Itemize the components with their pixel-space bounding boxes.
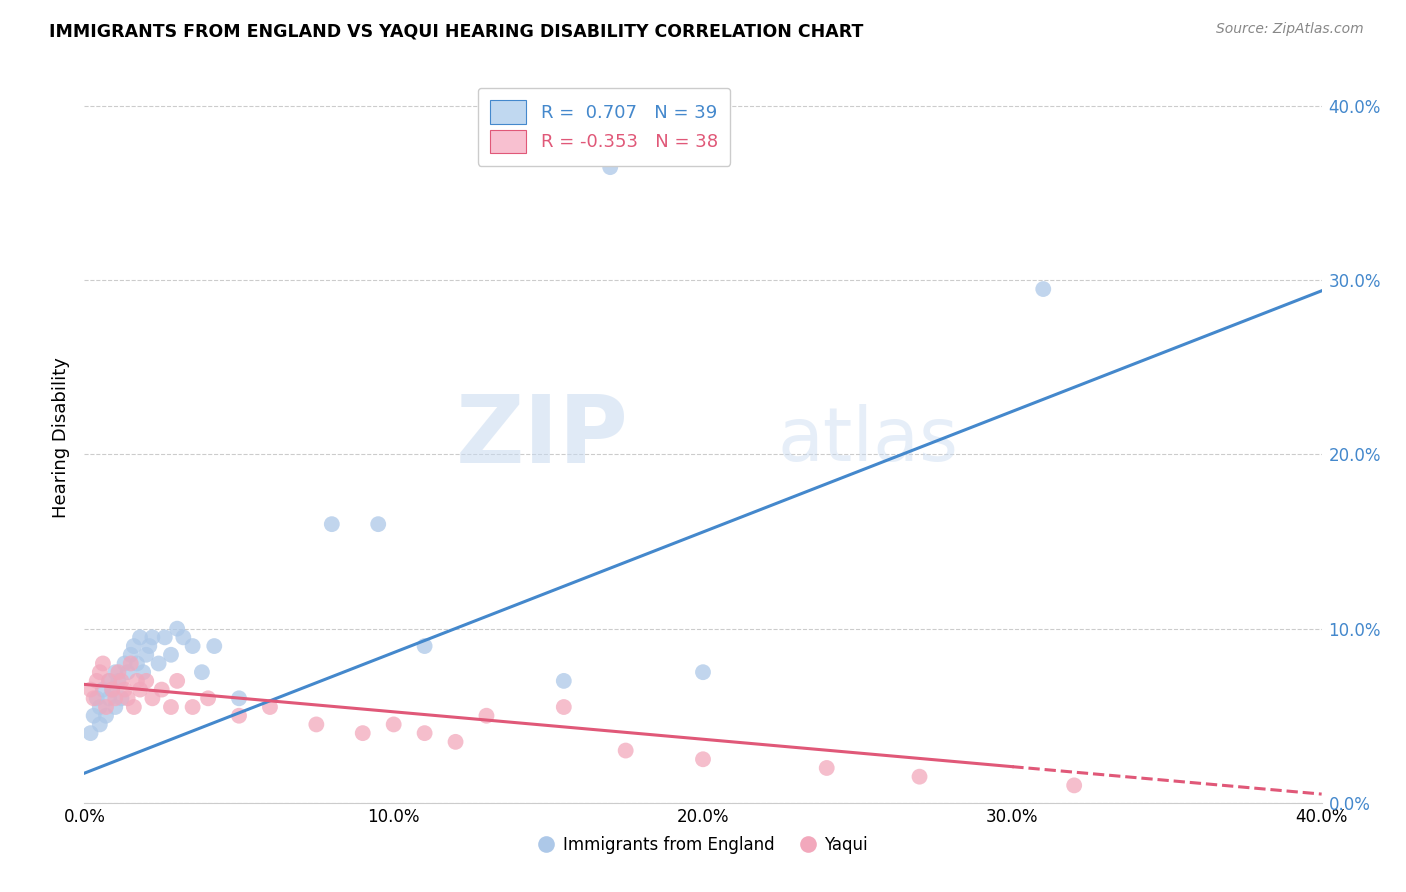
Point [1063, 778, 1085, 792]
Point [101, 682, 124, 697]
Point [91, 682, 114, 697]
Point [599, 160, 621, 174]
Point [553, 700, 575, 714]
Point [321, 517, 343, 532]
Point [815, 761, 838, 775]
Point [98, 673, 121, 688]
Point [367, 517, 389, 532]
Point [614, 743, 637, 757]
Text: IMMIGRANTS FROM ENGLAND VS YAQUI HEARING DISABILITY CORRELATION CHART: IMMIGRANTS FROM ENGLAND VS YAQUI HEARING… [49, 22, 863, 40]
Point [94, 700, 117, 714]
Point [413, 639, 436, 653]
Point [94, 708, 117, 723]
Text: ZIP: ZIP [456, 391, 628, 483]
Point [110, 673, 132, 688]
Point [83, 691, 105, 706]
Point [908, 770, 931, 784]
Point [135, 673, 157, 688]
Point [259, 700, 281, 714]
Point [141, 691, 163, 706]
Point [181, 639, 204, 653]
Point [202, 639, 225, 653]
Point [172, 631, 194, 645]
Point [117, 665, 139, 680]
Point [86, 673, 108, 688]
Point [117, 691, 139, 706]
Point [98, 673, 121, 688]
Point [413, 726, 436, 740]
Point [79, 726, 101, 740]
Point [122, 639, 145, 653]
Point [228, 708, 250, 723]
Point [352, 726, 374, 740]
Point [382, 717, 405, 731]
Point [228, 691, 250, 706]
Point [166, 622, 188, 636]
Point [120, 657, 142, 671]
Point [1032, 282, 1054, 296]
Point [135, 648, 157, 662]
Point [475, 708, 498, 723]
Point [107, 665, 129, 680]
Point [305, 717, 328, 731]
Point [138, 639, 160, 653]
Point [104, 700, 127, 714]
Point [120, 648, 142, 662]
Point [444, 735, 467, 749]
Point [148, 657, 170, 671]
Point [110, 691, 132, 706]
Point [83, 708, 105, 723]
Point [125, 657, 148, 671]
Point [153, 631, 176, 645]
Point [692, 752, 714, 766]
Point [166, 673, 188, 688]
Point [89, 700, 111, 714]
Point [107, 673, 129, 688]
Point [150, 682, 173, 697]
Legend: Immigrants from England, Yaqui: Immigrants from England, Yaqui [531, 829, 875, 860]
Point [91, 657, 114, 671]
Point [160, 648, 183, 662]
Point [181, 700, 204, 714]
Point [104, 665, 127, 680]
Point [86, 691, 108, 706]
Point [160, 700, 183, 714]
Point [141, 631, 163, 645]
Point [132, 665, 155, 680]
Point [692, 665, 714, 680]
Text: atlas: atlas [778, 404, 959, 477]
Point [89, 665, 111, 680]
Point [98, 691, 121, 706]
Text: Source: ZipAtlas.com: Source: ZipAtlas.com [1216, 22, 1364, 37]
Point [104, 691, 127, 706]
Point [79, 682, 101, 697]
Point [101, 682, 124, 697]
Point [89, 717, 111, 731]
Point [122, 700, 145, 714]
Point [125, 673, 148, 688]
Point [114, 682, 136, 697]
Point [191, 665, 214, 680]
Point [129, 682, 152, 697]
Y-axis label: Hearing Disability: Hearing Disability [52, 357, 70, 517]
Point [553, 673, 575, 688]
Point [129, 631, 152, 645]
Point [114, 657, 136, 671]
Point [197, 691, 219, 706]
